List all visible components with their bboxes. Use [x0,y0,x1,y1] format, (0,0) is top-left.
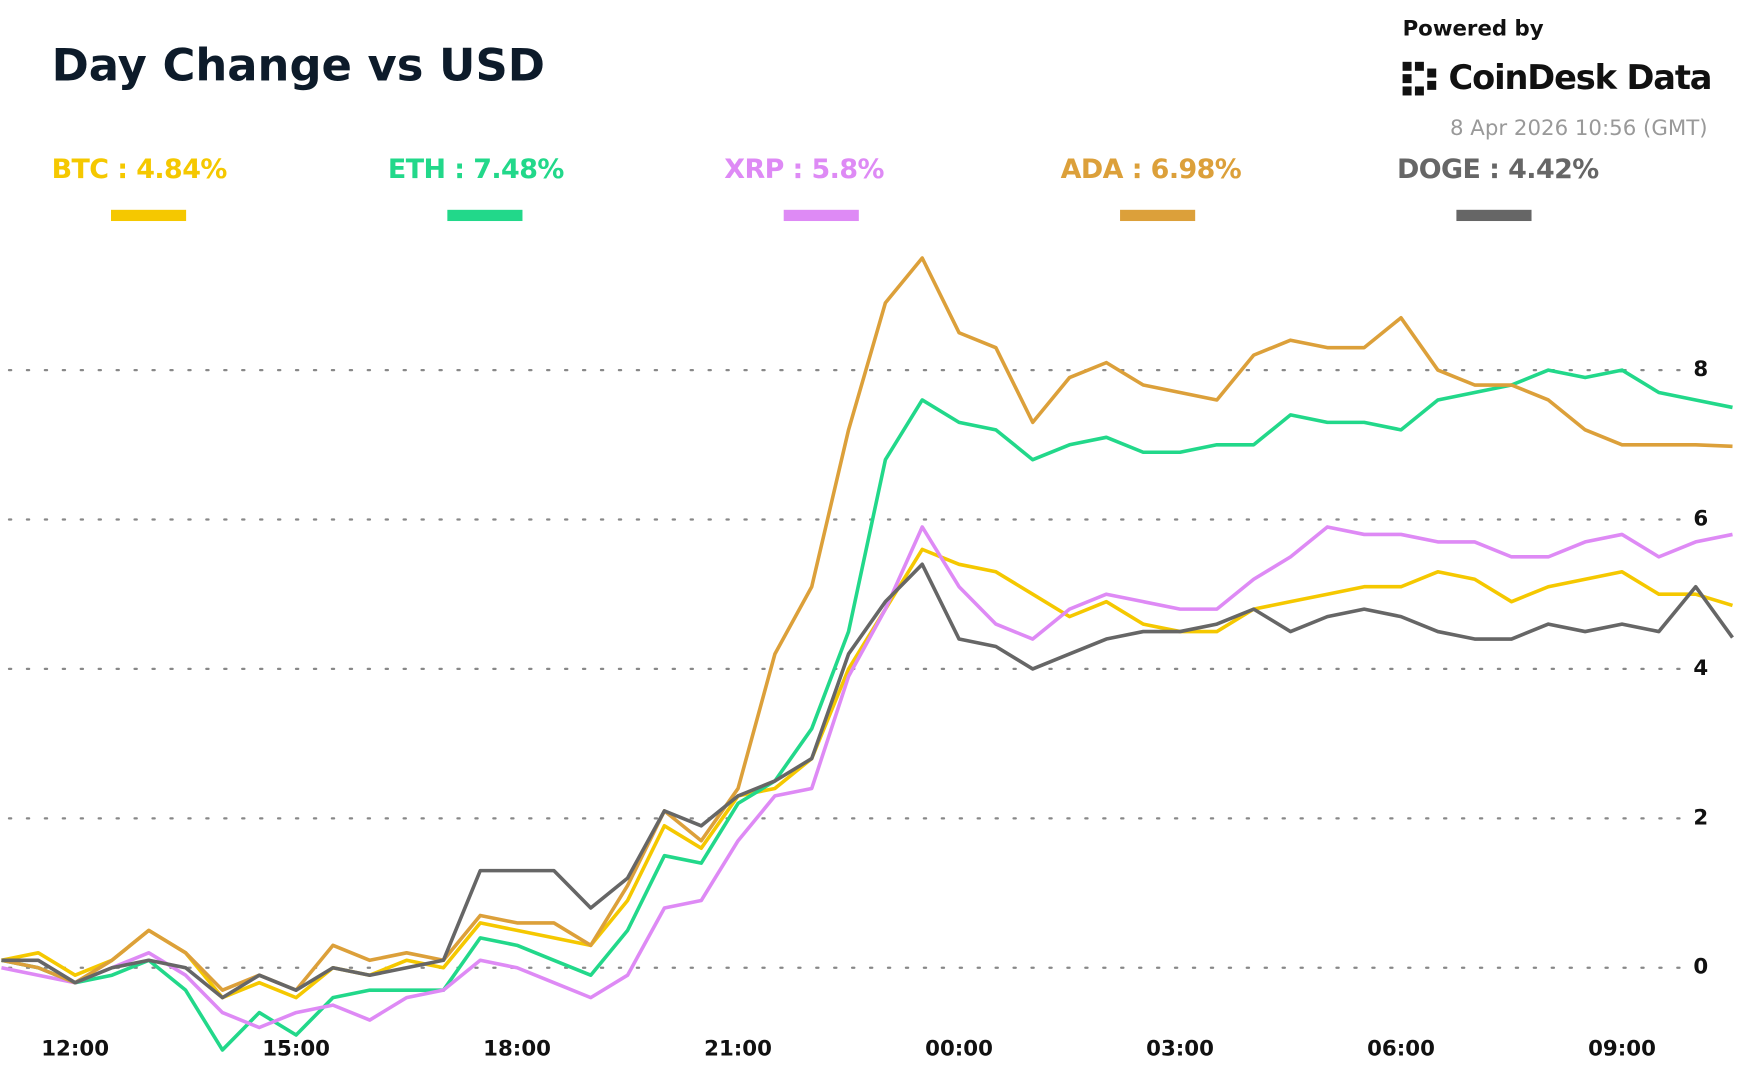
y-tick-label: 4 [1693,656,1708,681]
legend-label: ADA : 6.98% [1061,154,1242,185]
attribution: Powered by [1403,16,1544,41]
chart-title: Day Change vs USD [52,39,545,92]
series-line [1,562,1734,1000]
legend-label: XRP : 5.8% [724,154,884,185]
legend-label: BTC : 4.84% [52,154,228,185]
legend-swatch [1456,209,1532,222]
timestamp: 8 Apr 2026 10:56 (GMT) [1450,116,1708,141]
brand-name: CoinDesk Data [1449,58,1712,97]
x-tick-label: 06:00 [1367,1037,1435,1062]
y-tick-label: 6 [1693,506,1708,531]
y-tick-label: 8 [1693,357,1708,382]
series-line [1,525,1733,1030]
legend-label: ETH : 7.48% [388,154,564,185]
legend: BTC : 4.84% ETH : 7.48% XRP : 5.8% ADA : 6.… [52,154,1600,222]
legend-swatch [110,209,187,222]
series-line [1,368,1733,1052]
x-tick-label: 12:00 [41,1037,109,1062]
grid [7,368,1683,969]
axes: 0 2 4 6 8 12:00 15:00 18:00 21:00 00:00 03:00 06:00… [41,357,1708,1061]
legend-swatch [783,209,859,222]
legend-label: DOGE : 4.42% [1397,154,1599,185]
x-tick-label: 18:00 [483,1037,551,1062]
x-tick-label: 00:00 [925,1037,993,1062]
y-tick-label: 2 [1693,805,1708,830]
x-tick-label: 03:00 [1146,1037,1214,1062]
series-line [1,547,1734,1000]
legend-swatch [1120,209,1196,222]
series-line [1,256,1733,992]
plot-lines [1,256,1734,1052]
brand-logo [1402,61,1437,96]
x-tick-label: 09:00 [1588,1037,1656,1062]
x-tick-label: 21:00 [704,1037,772,1062]
y-tick-label: 0 [1693,955,1708,980]
x-tick-label: 15:00 [262,1037,330,1062]
legend-swatch [447,209,523,222]
